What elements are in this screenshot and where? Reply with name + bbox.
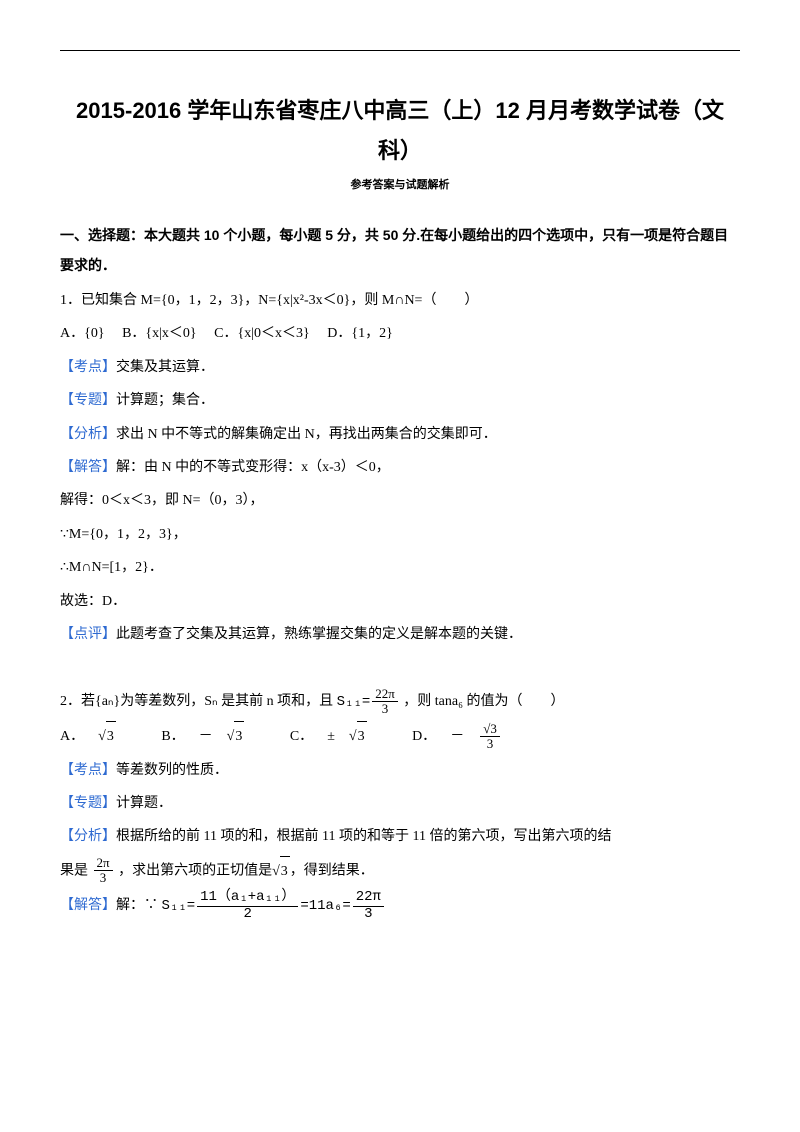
top-rule bbox=[60, 50, 740, 51]
zhuanti-label: 【专题】 bbox=[60, 796, 116, 811]
section-header: 一、选择题：本大题共 10 个小题，每小题 5 分，共 50 分.在每小题给出的… bbox=[60, 221, 740, 280]
q1-step4: 故选：D． bbox=[60, 587, 740, 616]
q2-s11: S₁₁= bbox=[337, 694, 371, 710]
q2-kaodian: 【考点】等差数列的性质． bbox=[60, 756, 740, 785]
frac-sum: 11（a₁+a₁₁）2 bbox=[197, 890, 298, 922]
q2-choice-a: A．3 bbox=[60, 729, 144, 744]
q1-stem: 1．已知集合 M={0，1，2，3}，N={x|x²-3x＜0}，则 M∩N=（… bbox=[60, 286, 740, 315]
q1-choice-a: A．{0} bbox=[60, 326, 105, 341]
q2-choices: A．3 B．－3 C．±3 D．－√33 bbox=[60, 721, 740, 751]
q1-step2: ∵M={0，1，2，3}， bbox=[60, 520, 740, 549]
q1-step1: 解得：0＜x＜3，即 N=（0，3）， bbox=[60, 486, 740, 515]
page-title: 2015-2016 学年山东省枣庄八中高三（上）12 月月考数学试卷（文科） bbox=[60, 91, 740, 170]
q1-kaodian: 【考点】交集及其运算． bbox=[60, 353, 740, 382]
jieda-label: 【解答】 bbox=[60, 460, 116, 475]
fenxi-label: 【分析】 bbox=[60, 427, 116, 442]
frac-22pi-3: 22π3 bbox=[372, 687, 398, 717]
q2-choice-d: D．－√33 bbox=[412, 729, 528, 744]
dianping-label: 【点评】 bbox=[60, 627, 116, 642]
q2-choice-c: C．±3 bbox=[290, 729, 395, 744]
page-subtitle: 参考答案与试题解析 bbox=[60, 174, 740, 197]
q1-jieda: 【解答】解：由 N 中的不等式变形得：x（x-3）＜0， bbox=[60, 453, 740, 482]
q1-choice-b: B．{x|x＜0} bbox=[122, 326, 197, 341]
q1-dianping: 【点评】此题考查了交集及其运算，熟练掌握交集的定义是解本题的关键． bbox=[60, 620, 740, 649]
q2-fenxi: 【分析】根据所给的前 11 项的和，根据前 11 项的和等于 11 倍的第六项，… bbox=[60, 822, 740, 851]
q1-fenxi: 【分析】求出 N 中不等式的解集确定出 N，再找出两集合的交集即可． bbox=[60, 420, 740, 449]
q1-zhuanti: 【专题】计算题；集合． bbox=[60, 386, 740, 415]
q2-choice-b: B．－3 bbox=[161, 729, 272, 744]
q2-fenxi-cont: 果是 2π3 ，求出第六项的正切值是3，得到结果． bbox=[60, 856, 740, 886]
fenxi-label: 【分析】 bbox=[60, 829, 116, 844]
frac-2pi-3: 2π3 bbox=[94, 856, 113, 886]
q1-choices: A．{0} B．{x|x＜0} C．{x|0＜x＜3} D．{1，2} bbox=[60, 319, 740, 348]
q1-choice-c: C．{x|0＜x＜3} bbox=[214, 326, 310, 341]
q2-zhuanti: 【专题】计算题． bbox=[60, 789, 740, 818]
zhuanti-label: 【专题】 bbox=[60, 393, 116, 408]
q2-jieda: 【解答】解：∵ S₁₁=11（a₁+a₁₁）2=11a₆=22π3 bbox=[60, 890, 740, 922]
q1-choice-d: D．{1，2} bbox=[327, 326, 393, 341]
q2-stem: 2．若{aₙ}为等差数列，Sₙ 是其前 n 项和，且 S₁₁=22π3 ，则 t… bbox=[60, 687, 740, 717]
jieda-label: 【解答】 bbox=[60, 898, 116, 913]
q1-step3: ∴M∩N=[1，2}． bbox=[60, 553, 740, 582]
kaodian-label: 【考点】 bbox=[60, 763, 116, 778]
kaodian-label: 【考点】 bbox=[60, 360, 116, 375]
frac-22pi-3-b: 22π3 bbox=[353, 890, 384, 922]
